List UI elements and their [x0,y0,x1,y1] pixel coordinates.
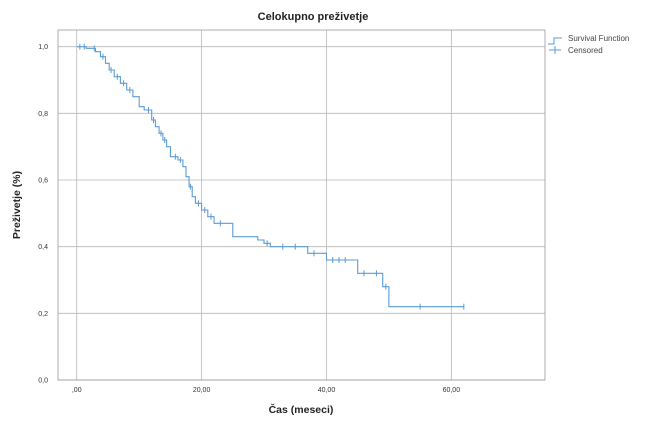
series-layer [76,43,465,310]
plot-frame [57,29,546,381]
legend-survival-swatch [548,37,562,45]
y-tick-label: 0,4 [38,244,48,251]
x-tick-label: ,00 [72,387,82,394]
tick-labels: 0,0 0,2 0,4 0,6 0,8 1,0 ,00 20,00 40,00 60,00 [38,44,460,394]
legend: Survival Function Censored [548,34,629,55]
y-tick-label: 0,8 [38,111,48,118]
y-tick-label: 0,2 [38,311,48,318]
y-tick-label: 1,0 [38,44,48,51]
x-axis-label: Čas (meseci) [269,403,334,416]
x-tick-label: 40,00 [318,387,336,394]
grid-lines [58,30,545,381]
x-tick-label: 60,00 [443,387,461,394]
legend-survival-label: Survival Function [568,34,629,43]
y-tick-label: 0,6 [38,178,48,185]
y-tick-label: 0,0 [38,378,48,385]
legend-censored-label: Censored [568,46,603,55]
x-tick-label: 20,00 [193,387,211,394]
y-axis-label: Preživetje (%) [11,171,23,239]
survival-function-line [76,46,464,308]
chart-title: Celokupno preživetje [258,11,369,23]
